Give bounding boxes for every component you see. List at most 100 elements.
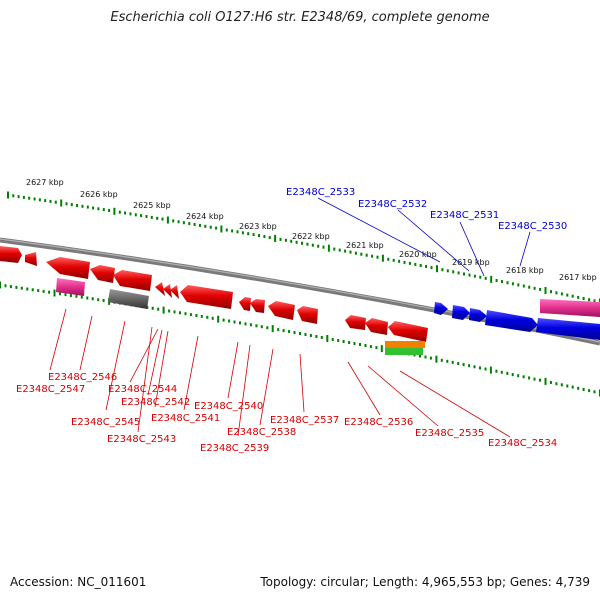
scale-minor-tick: [440, 358, 443, 362]
gene-arrow[interactable]: [388, 321, 428, 342]
gene-label-e2348c-2531[interactable]: E2348C_2531: [430, 210, 499, 221]
gene-arrow[interactable]: [345, 315, 366, 330]
scale-minor-tick: [479, 275, 482, 279]
scale-major-tick: [53, 289, 56, 297]
gene-arrow[interactable]: [0, 246, 22, 263]
scale-minor-tick: [301, 241, 303, 245]
gene-label-e2348c-2547[interactable]: E2348C_2547: [16, 384, 85, 395]
scale-label: 2619 kbp: [452, 258, 490, 267]
gene-arrow[interactable]: [452, 305, 470, 320]
gene-label-e2348c-2537[interactable]: E2348C_2537: [270, 415, 339, 426]
gene-arrow[interactable]: [469, 308, 487, 322]
scale-major-tick: [381, 254, 384, 262]
scale-minor-tick: [342, 340, 345, 343]
scale-minor-tick: [528, 285, 531, 289]
reverse-genes: [0, 246, 428, 342]
gene-arrow[interactable]: [155, 282, 165, 296]
gene-label-e2348c-2533[interactable]: E2348C_2533: [286, 187, 355, 198]
scale-minor-tick: [392, 258, 395, 262]
gene-arrow[interactable]: [239, 297, 251, 311]
gene-arrow[interactable]: [485, 310, 538, 332]
scale-minor-tick: [290, 239, 293, 243]
gene-arrow[interactable]: [90, 265, 115, 283]
scale-minor-tick: [249, 323, 252, 327]
scale-major-tick: [0, 281, 1, 289]
scale-minor-tick: [26, 287, 29, 291]
scale-minor-tick: [484, 276, 487, 280]
scale-minor-tick: [506, 371, 509, 375]
scale-minor-tick: [359, 343, 361, 346]
gene-arrow[interactable]: [180, 285, 233, 309]
gene-label-e2348c-2530[interactable]: E2348C_2530: [498, 221, 567, 232]
scale-minor-tick: [593, 299, 596, 303]
scale-minor-tick: [571, 294, 574, 298]
gene-label-e2348c-2534[interactable]: E2348C_2534: [488, 438, 557, 449]
scale-minor-tick: [42, 289, 45, 293]
scale-minor-tick: [533, 377, 536, 381]
gene-label-e2348c-2540[interactable]: E2348C_2540: [194, 401, 263, 412]
scale-minor-tick: [338, 248, 341, 252]
gene-pink-right[interactable]: [540, 299, 600, 317]
scale-minor-tick: [241, 231, 244, 235]
gene-arrow[interactable]: [113, 270, 152, 291]
scale-minor-tick: [279, 237, 282, 241]
scale-major-tick: [327, 244, 330, 252]
scale-minor-tick: [550, 290, 552, 294]
gene-arrow[interactable]: [434, 302, 448, 315]
scale-minor-tick: [288, 330, 291, 333]
gene-orange[interactable]: [385, 341, 425, 348]
gene-arrow[interactable]: [170, 285, 179, 299]
scale-minor-tick: [320, 336, 323, 339]
gene-arrow[interactable]: [25, 252, 37, 266]
gene-label-e2348c-2538[interactable]: E2348C_2538: [227, 427, 296, 438]
gene-label-e2348c-2541[interactable]: E2348C_2541: [151, 413, 220, 424]
gene-arrow[interactable]: [365, 318, 388, 335]
scale-minor-tick: [376, 255, 379, 259]
gene-label-e2348c-2543[interactable]: E2348C_2543: [107, 434, 176, 445]
scale-minor-tick: [239, 321, 241, 325]
gene-label-e2348c-2544[interactable]: E2348C_2544: [108, 384, 177, 395]
scale-minor-tick: [344, 249, 347, 253]
scale-minor-tick: [97, 207, 100, 211]
gene-arrow[interactable]: [250, 299, 265, 313]
gene-label-e2348c-2536[interactable]: E2348C_2536: [344, 417, 413, 428]
scale-minor-tick: [533, 286, 536, 290]
scale-major-tick: [271, 325, 274, 333]
scale-minor-tick: [38, 198, 41, 202]
gene-arrow[interactable]: [46, 257, 90, 279]
gene-pink-left[interactable]: [56, 278, 85, 296]
scale-minor-tick: [15, 285, 18, 289]
scale-major-tick: [326, 335, 329, 342]
gene-label-e2348c-2546[interactable]: E2348C_2546: [48, 372, 117, 383]
scale-minor-tick: [268, 236, 271, 239]
scale-major-tick: [113, 207, 116, 215]
upper-scale: [7, 191, 600, 306]
gene-label-e2348c-2542[interactable]: E2348C_2542: [121, 397, 190, 408]
scale-minor-tick: [184, 312, 187, 316]
gene-label-e2348c-2539[interactable]: E2348C_2539: [200, 443, 269, 454]
scale-minor-tick: [306, 242, 309, 246]
scale-minor-tick: [92, 206, 95, 210]
scale-minor-tick: [91, 297, 94, 301]
scale-minor-tick: [560, 292, 563, 296]
scale-minor-tick: [500, 370, 503, 374]
gene-arrow[interactable]: [536, 318, 600, 340]
gene-green[interactable]: [385, 348, 423, 355]
gene-label-e2348c-2535[interactable]: E2348C_2535: [415, 428, 484, 439]
scale-major-tick: [380, 345, 383, 353]
scale-minor-tick: [44, 199, 47, 203]
scale-minor-tick: [86, 296, 89, 300]
scale-minor-tick: [360, 252, 363, 256]
gene-arrow[interactable]: [268, 301, 295, 320]
gene-label-e2348c-2545[interactable]: E2348C_2545: [71, 417, 140, 428]
scale-minor-tick: [468, 364, 471, 368]
scale-major-tick: [490, 275, 493, 283]
gene-gray[interactable]: [108, 289, 149, 309]
gene-arrow[interactable]: [297, 306, 318, 324]
scale-minor-tick: [473, 365, 476, 369]
scale-minor-tick: [354, 251, 357, 255]
gene-label-e2348c-2532[interactable]: E2348C_2532: [358, 199, 427, 210]
scale-minor-tick: [588, 389, 591, 393]
gene-arrow[interactable]: [163, 284, 172, 298]
